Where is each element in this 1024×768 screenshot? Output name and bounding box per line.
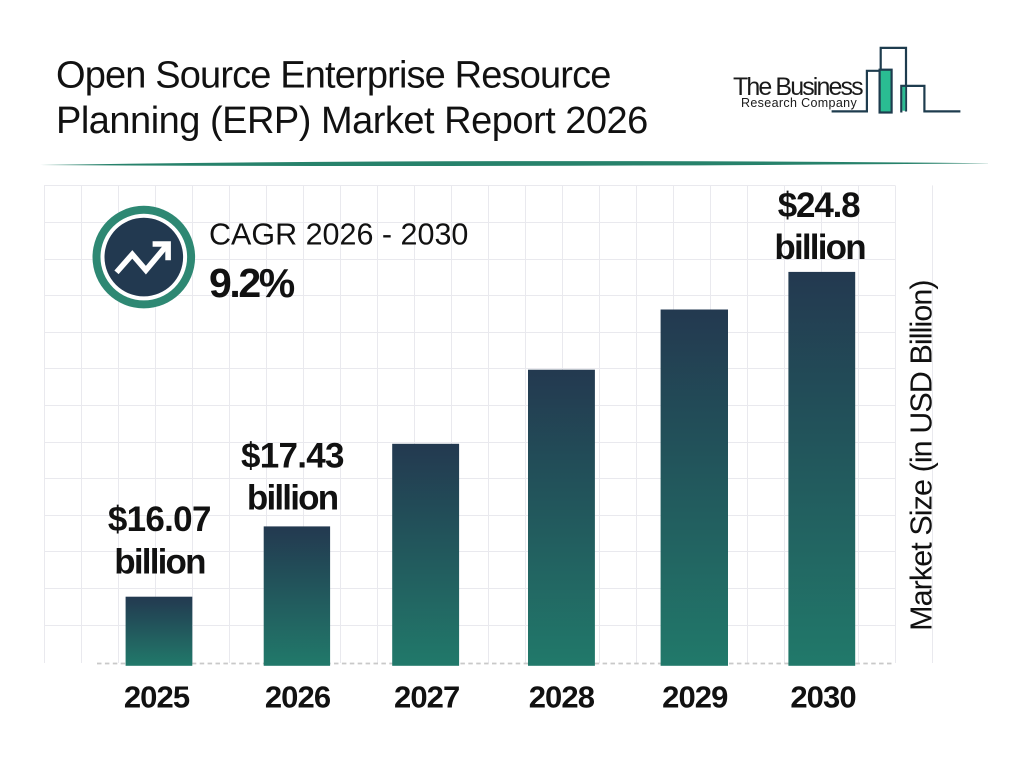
svg-text:billion: billion xyxy=(114,543,205,582)
svg-text:2026: 2026 xyxy=(265,680,331,715)
svg-text:2025: 2025 xyxy=(124,680,190,715)
svg-text:CAGR 2026 - 2030: CAGR 2026 - 2030 xyxy=(209,217,468,251)
svg-text:2029: 2029 xyxy=(662,680,728,715)
svg-text:Research Company: Research Company xyxy=(741,96,857,110)
svg-text:2030: 2030 xyxy=(790,680,855,715)
svg-text:2027: 2027 xyxy=(394,680,459,715)
svg-text:$16.07: $16.07 xyxy=(108,500,211,539)
svg-text:Open Source Enterprise Resourc: Open Source Enterprise Resource xyxy=(56,54,611,96)
svg-text:billion: billion xyxy=(774,228,865,267)
svg-text:$17.43: $17.43 xyxy=(241,437,344,476)
svg-text:The Business: The Business xyxy=(733,73,863,101)
svg-text:billion: billion xyxy=(247,478,338,517)
svg-text:2028: 2028 xyxy=(529,680,595,715)
svg-text:$24.8: $24.8 xyxy=(778,186,860,225)
svg-text:Planning (ERP) Market Report 2: Planning (ERP) Market Report 2026 xyxy=(56,100,648,142)
svg-text:Market Size (in USD Billion): Market Size (in USD Billion) xyxy=(905,280,939,631)
svg-text:9.2%: 9.2% xyxy=(209,260,295,306)
